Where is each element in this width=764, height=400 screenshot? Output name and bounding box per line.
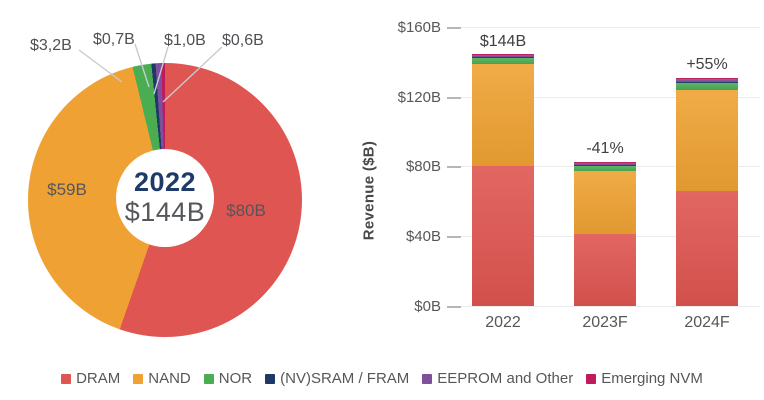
- donut-label-dram: $80B: [226, 201, 266, 220]
- y-tick-mark: [447, 26, 461, 29]
- bar-segment-dram: [574, 234, 636, 306]
- bar-segment-eeprom-and-other: [472, 55, 534, 57]
- legend-swatch-icon: [586, 373, 597, 384]
- legend-label: NAND: [148, 370, 191, 387]
- y-tick-mark: [447, 165, 461, 168]
- gridline: [452, 27, 760, 28]
- legend-label: DRAM: [76, 370, 121, 387]
- gridline: [452, 97, 760, 98]
- bar-segment-emerging-nvm: [472, 54, 534, 56]
- legend-swatch-icon: [133, 373, 144, 384]
- bar-segment--nv-sram-fram: [676, 81, 738, 83]
- x-tick-2023f: 2023F: [582, 314, 628, 331]
- bar-2022: [472, 54, 534, 306]
- x-tick-2024f: 2024F: [684, 314, 730, 331]
- donut-center: 2022 $144B: [116, 149, 214, 248]
- bar-segment-nor: [574, 165, 636, 171]
- bar-segment-nand: [676, 89, 738, 191]
- legend-item-emerging-nvm: Emerging NVM: [586, 370, 703, 387]
- legend-item-nand: NAND: [133, 370, 191, 387]
- legend-swatch-icon: [203, 373, 214, 384]
- legend-item-nor: NOR: [203, 370, 253, 387]
- bar-segment-eeprom-and-other: [676, 79, 738, 82]
- legend-item--nv-sram-fram: (NV)SRAM / FRAM: [265, 370, 409, 387]
- donut-chart-2022: 2022 $144B: [28, 63, 302, 337]
- legend-item-dram: DRAM: [61, 370, 120, 387]
- gridline: [452, 306, 760, 307]
- legend-label: Emerging NVM: [601, 370, 703, 387]
- bar-annotation-2023f: -41%: [586, 140, 624, 157]
- bar-segment-dram: [676, 190, 738, 306]
- legend-item-eeprom-and-other: EEPROM and Other: [422, 370, 573, 387]
- bar-segment-dram: [472, 166, 534, 306]
- donut-callout-eeprom: $1,0B: [164, 32, 206, 49]
- bar-segment-nand: [472, 63, 534, 167]
- donut-callout-emerging-nvm: $0,6B: [222, 32, 264, 49]
- y-tick-label: $160B: [397, 19, 441, 36]
- bar-segment-nand: [574, 170, 636, 235]
- y-tick-mark: [447, 96, 461, 99]
- donut-center-year: 2022: [133, 166, 197, 197]
- y-axis-title: Revenue ($B): [360, 140, 378, 241]
- legend-swatch-icon: [265, 373, 276, 384]
- donut-callout-nor: $3,2B: [30, 37, 72, 54]
- x-tick-2022: 2022: [485, 314, 521, 331]
- y-tick-mark: [447, 305, 461, 308]
- legend-swatch-icon: [61, 373, 72, 384]
- bar-segment--nv-sram-fram: [472, 56, 534, 58]
- bar-segment-nor: [676, 82, 738, 90]
- bar-segment--nv-sram-fram: [574, 164, 636, 166]
- legend-swatch-icon: [422, 373, 433, 384]
- donut-label-nand: $59B: [47, 180, 87, 199]
- y-tick-label: $0B: [414, 298, 441, 315]
- legend: DRAM NAND NOR (NV)SRAM / FRAM EEPROM and Oth…: [0, 370, 764, 387]
- y-tick-mark: [447, 235, 461, 238]
- donut-center-total: $144B: [124, 196, 206, 227]
- bar-2024F: [676, 77, 738, 306]
- legend-label: EEPROM and Other: [437, 370, 574, 387]
- y-tick-label: $40B: [405, 228, 441, 245]
- bar-annotation-2024f: +55%: [686, 56, 728, 73]
- bar-segment-emerging-nvm: [574, 161, 636, 163]
- bar-annotation-2022: $144B: [479, 33, 527, 50]
- bar-segment-emerging-nvm: [676, 77, 738, 80]
- bar-segment-nor: [472, 58, 534, 64]
- bar-2023F: [574, 161, 636, 306]
- legend-label: NOR: [218, 370, 253, 387]
- donut-callout-nvsram: $0,7B: [93, 31, 135, 48]
- bar-segment-eeprom-and-other: [574, 162, 636, 165]
- legend-label: (NV)SRAM / FRAM: [280, 370, 410, 387]
- y-tick-label: $120B: [397, 89, 441, 106]
- y-tick-label: $80B: [405, 158, 441, 175]
